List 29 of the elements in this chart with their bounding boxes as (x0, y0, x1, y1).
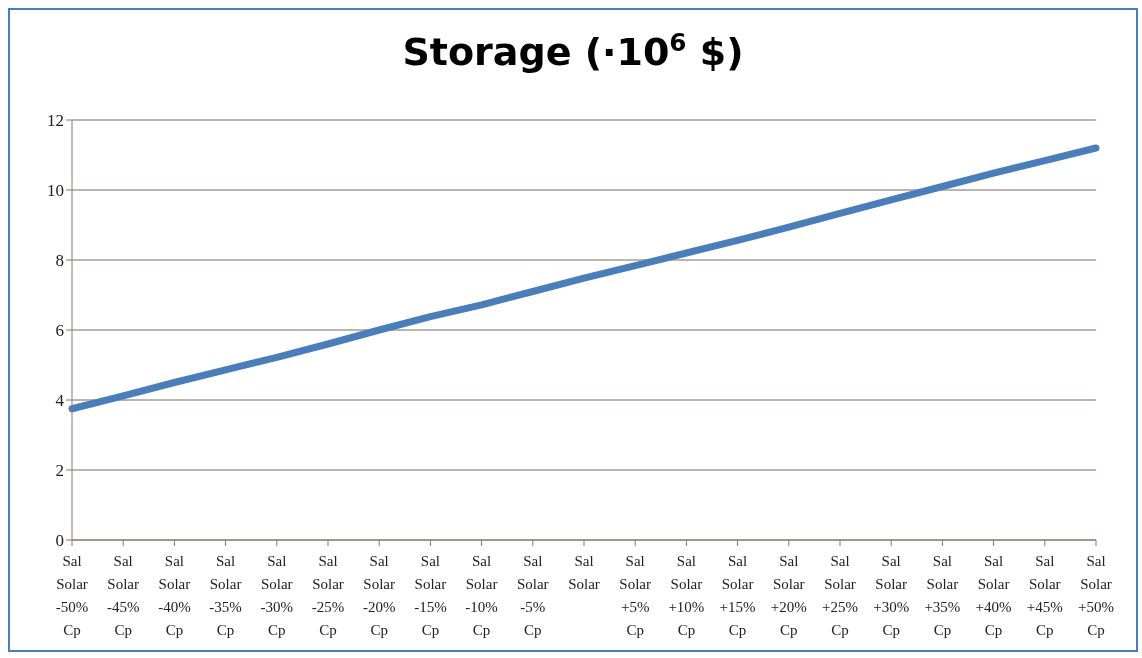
x-tick-label: Sal Solar +5% Cp (619, 553, 652, 638)
x-tick-label: Sal Solar +20% Cp (770, 553, 807, 638)
y-tick-label: 2 (55, 461, 64, 481)
y-tick-label: 0 (55, 531, 64, 551)
y-tick-label: 4 (55, 391, 65, 411)
x-tick-label: Sal Solar (568, 553, 600, 592)
y-tick-label: 8 (55, 251, 64, 271)
x-tick-label: Sal Solar +50% Cp (1078, 553, 1114, 638)
x-tick-label: Sal Solar -50% Cp (55, 553, 89, 638)
x-tick-label: Sal Solar +25% Cp (822, 553, 858, 638)
y-tick-label: 10 (47, 181, 64, 201)
x-tick-label: Sal Solar +45% Cp (1026, 553, 1063, 638)
x-tick-label: Sal Solar -25% Cp (311, 553, 345, 638)
x-tick-label: Sal Solar -5% Cp (516, 553, 549, 638)
x-tick-label: Sal Solar -30% Cp (260, 553, 294, 638)
x-tick-label: Sal Solar +30% Cp (873, 553, 910, 638)
x-tick-label: Sal Solar +40% Cp (975, 553, 1012, 638)
chart-title: Storage (·10$^{6}$ $) (402, 27, 744, 74)
y-tick-label: 12 (47, 111, 64, 131)
x-tick-label: Sal Solar +15% Cp (719, 553, 756, 638)
x-tick-label: Sal Solar -45% Cp (106, 553, 140, 638)
x-tick-label: Sal Solar -35% Cp (209, 553, 242, 638)
y-tick-label: 6 (55, 321, 64, 341)
x-tick-label: Sal Solar -10% Cp (465, 553, 498, 638)
x-tick-label: Sal Solar -20% Cp (362, 553, 396, 638)
x-tick-label: Sal Solar +10% Cp (668, 553, 705, 638)
x-tick-label: Sal Solar +35% Cp (924, 553, 961, 638)
x-tick-label: Sal Solar -15% Cp (414, 553, 447, 638)
x-tick-label: Sal Solar -40% Cp (158, 553, 191, 638)
